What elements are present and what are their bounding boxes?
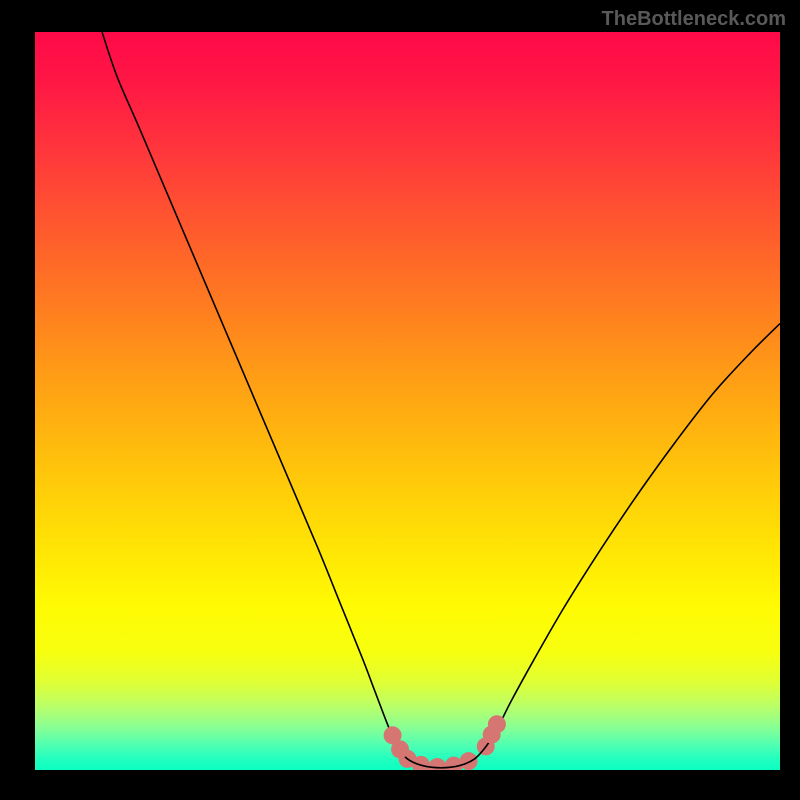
plot-area [35,32,780,770]
chart-canvas: TheBottleneck.com [0,0,800,800]
chart-svg [35,32,780,770]
border-left [0,0,35,800]
gradient-rect [35,32,780,770]
border-bottom [0,770,800,800]
watermark-text: TheBottleneck.com [602,8,786,31]
marker-dot [391,740,409,758]
marker-dot [488,715,506,733]
marker-dot [460,752,478,770]
border-right [780,0,800,800]
